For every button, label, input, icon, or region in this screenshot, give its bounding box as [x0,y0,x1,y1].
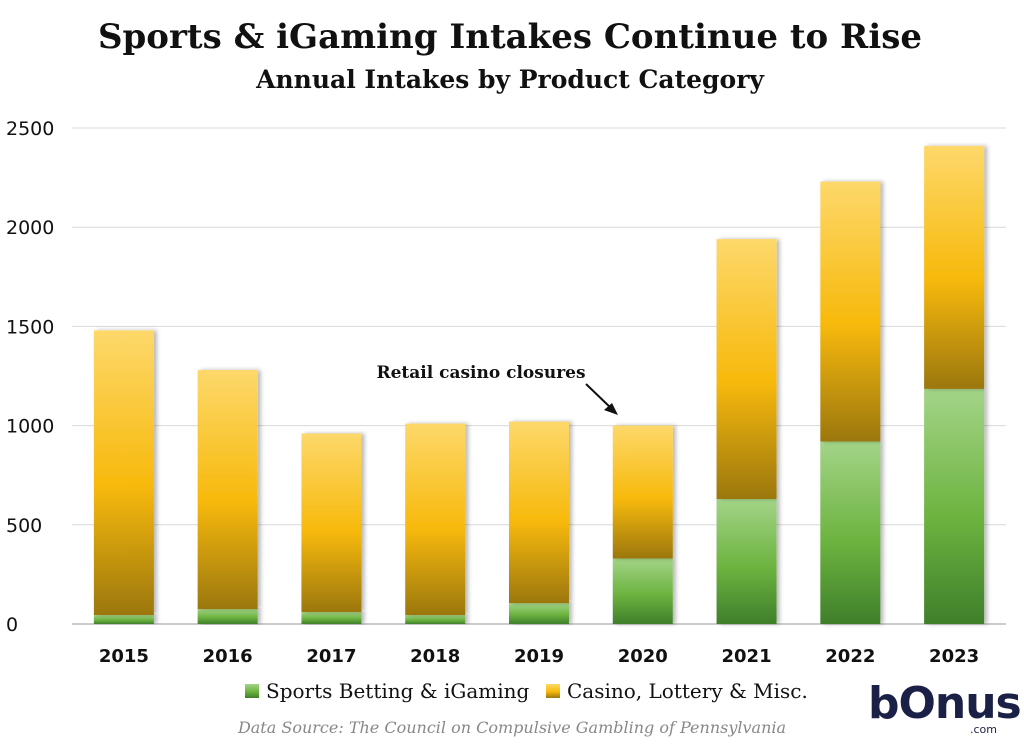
y-tick-label: 500 [6,515,42,537]
bar-casino-lottery [405,423,466,616]
legend-swatch-sports [245,684,259,698]
bar-sports-betting [716,499,777,624]
bar-sports-betting [405,615,466,624]
bar-sports-betting [924,388,985,624]
data-source: Data Source: The Council on Compulsive G… [237,718,786,737]
chart-subtitle: Annual Intakes by Product Category [255,65,765,94]
y-axis: 0 500 1000 1500 2000 2500 [6,118,54,636]
bar-casino-lottery [612,425,673,559]
bar-sports-betting [820,441,881,624]
legend-swatch-casino [546,684,560,698]
logo-suffix: .com [970,723,997,736]
annotation-arrow-head [604,403,618,415]
legend-label-sports: Sports Betting & iGaming [266,679,530,703]
x-tick-label: 2022 [825,646,875,667]
legend: Sports Betting & iGaming Casino, Lottery… [245,679,808,703]
x-tick-label: 2015 [99,646,149,667]
bar-casino-lottery [197,370,258,610]
annotation-arrow-line [585,383,614,411]
y-tick-label: 1500 [6,316,54,338]
annotation-text: Retail casino closures [376,363,585,383]
bar-casino-lottery [820,181,881,442]
x-tick-label: 2023 [929,646,979,667]
bar-casino-lottery [924,145,985,389]
bar-sports-betting [197,609,258,624]
bar-sports-betting [509,603,569,624]
bar-sports-betting [612,558,673,624]
annotation: Retail casino closures [376,363,618,415]
bar-casino-lottery [716,239,777,500]
bar-casino-lottery [509,421,569,604]
bars [93,145,985,624]
x-tick-label: 2020 [618,646,668,667]
logo-wordmark: bOnus [868,678,1021,729]
bar-sports-betting [301,612,362,624]
x-tick-label: 2018 [410,646,460,667]
y-tick-label: 1000 [6,416,54,438]
x-tick-label: 2017 [306,646,356,667]
chart-title: Sports & iGaming Intakes Continue to Ris… [98,17,922,57]
legend-label-casino: Casino, Lottery & Misc. [567,679,808,703]
bar-sports-betting [93,615,154,624]
x-tick-label: 2019 [514,646,564,667]
x-axis: 2015 2016 2017 2018 2019 2020 2021 2022 2023 [99,646,979,667]
x-tick-label: 2016 [203,646,253,667]
x-tick-label: 2021 [722,646,772,667]
y-tick-label: 2000 [6,217,54,239]
y-tick-label: 0 [6,614,18,636]
bar-casino-lottery [301,433,362,613]
y-tick-label: 2500 [6,118,54,140]
bonus-logo: bOnus .com [868,678,1022,736]
bar-casino-lottery [93,330,154,616]
